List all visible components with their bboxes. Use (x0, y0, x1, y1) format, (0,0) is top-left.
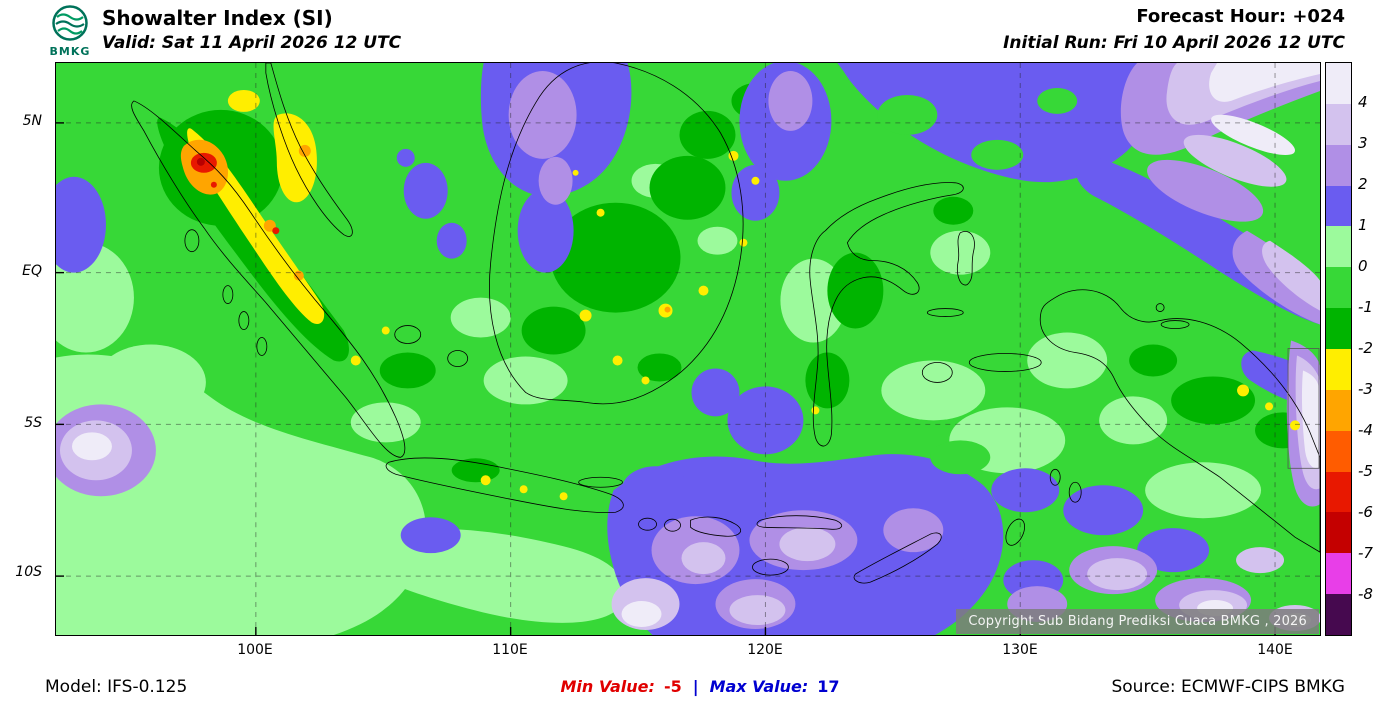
legend-cell (1326, 308, 1351, 350)
legend-tick-label: -2 (1358, 339, 1373, 357)
legend-tick-label: 2 (1358, 175, 1368, 193)
legend-cell (1326, 144, 1351, 186)
bmkg-logo-text: BMKG (49, 45, 91, 58)
legend-cell (1326, 430, 1351, 472)
copyright-badge: Copyright Sub Bidang Prediksi Cuaca BMKG… (956, 609, 1319, 634)
initial-run-label: Initial Run: Fri 10 April 2026 12 UTC (1003, 33, 1345, 53)
legend-tick-label: -7 (1358, 544, 1373, 562)
legend-tick-label: -8 (1358, 585, 1373, 603)
weather-map-image (56, 63, 1320, 635)
legend-bar (1325, 62, 1352, 636)
page-title: Showalter Index (SI) (102, 6, 333, 30)
min-max-values: Min Value: -5 | Max Value: 17 (0, 677, 1400, 696)
shading-green-patches (877, 87, 1078, 475)
bmkg-logo: BMKG (46, 3, 94, 57)
legend-labels: 4 3 2 1 0 -1 -2 -3 -4 -5 -6 -7 -8 (1358, 62, 1398, 636)
legend-cell (1326, 471, 1351, 513)
coastlines (131, 63, 1320, 584)
valid-time-label: Valid: Sat 11 April 2026 12 UTC (102, 33, 402, 53)
forecast-hour-label: Forecast Hour: +024 (1136, 6, 1345, 27)
legend-cell (1326, 512, 1351, 554)
legend-tick-label: 0 (1358, 257, 1368, 275)
lat-axis: 5N EQ 5S 10S (0, 62, 48, 636)
legend-cell (1326, 389, 1351, 431)
grid-lines (56, 63, 1320, 635)
legend-tick-label: 4 (1358, 93, 1368, 111)
footer: Model: IFS-0.125 Min Value: -5 | Max Value:… (0, 677, 1400, 705)
model-label: Model: IFS-0.125 (45, 677, 188, 697)
lon-tick-label: 140E (1257, 642, 1293, 658)
max-value-label: Max Value: (709, 677, 809, 696)
legend-tick-label: -6 (1358, 503, 1373, 521)
min-value-label: Min Value: (560, 677, 655, 696)
lon-tick-label: 110E (492, 642, 528, 658)
shading-orange-red (180, 139, 671, 313)
source-label: Source: ECMWF-CIPS BMKG (1111, 677, 1345, 697)
legend-cell (1326, 226, 1351, 268)
lon-tick-label: 120E (747, 642, 783, 658)
lat-tick-label: 10S (15, 564, 42, 580)
legend-cell (1326, 349, 1351, 390)
legend-cell (1326, 267, 1351, 309)
min-value: -5 (663, 677, 682, 696)
legend-cell (1326, 185, 1351, 227)
legend-tick-label: -3 (1358, 380, 1373, 398)
lat-tick-label: EQ (22, 263, 42, 279)
legend-cell (1326, 63, 1351, 104)
min-max-separator: | (692, 677, 699, 696)
header-right-block: Forecast Hour: +024 Initial Run: Fri 10 … (1003, 6, 1345, 53)
legend-tick-label: -1 (1358, 298, 1373, 316)
inset-box (1287, 348, 1320, 469)
lat-tick-label: 5S (24, 415, 42, 431)
bmkg-logo-icon (52, 5, 88, 41)
lon-axis: 100E 110E 120E 130E 140E (55, 642, 1321, 662)
max-value: 17 (817, 677, 840, 696)
legend-tick-label: 1 (1358, 216, 1368, 234)
shading-pale-green (56, 163, 1262, 635)
legend-cell (1326, 594, 1351, 636)
legend-tick-label: 3 (1358, 134, 1368, 152)
lon-tick-label: 100E (237, 642, 273, 658)
lat-tick-label: 5N (22, 113, 42, 129)
legend-cell (1326, 553, 1351, 595)
legend-tick-label: -5 (1358, 462, 1373, 480)
lon-tick-label: 130E (1002, 642, 1038, 658)
legend-tick-label: -4 (1358, 421, 1373, 439)
map-panel: Copyright Sub Bidang Prediksi Cuaca BMKG… (55, 62, 1321, 636)
legend-cell (1326, 103, 1351, 145)
